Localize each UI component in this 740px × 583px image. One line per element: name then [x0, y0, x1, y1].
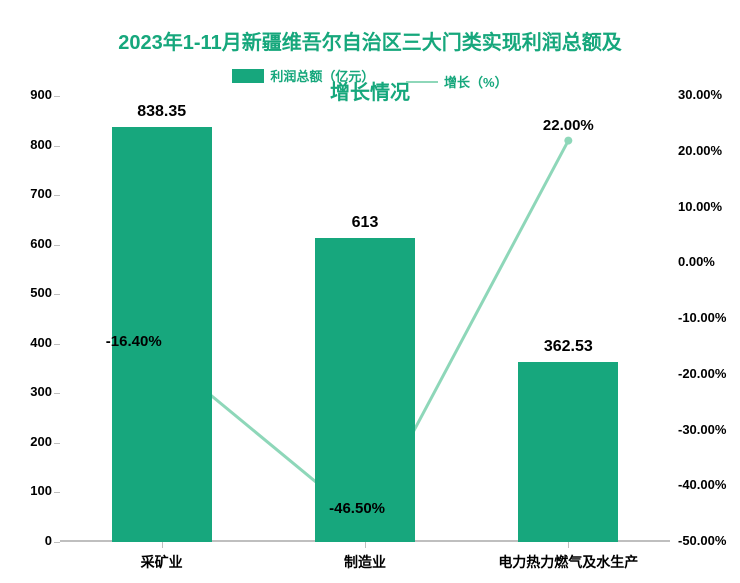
plot-area: 0100200300400500600700800900-50.00%-40.0… [60, 96, 670, 542]
x-category-label: 电力热力燃气及水生产 [467, 552, 670, 572]
bar-value-label: 838.35 [102, 103, 222, 121]
x-category-label: 采矿业 [60, 552, 263, 572]
x-tick-mark [365, 542, 366, 548]
y-right-tick-label: 30.00% [678, 87, 722, 102]
bar [315, 238, 415, 542]
y-left-tick-mark [54, 443, 60, 444]
y-left-tick-label: 500 [30, 285, 52, 300]
y-right-tick-label: -40.00% [678, 477, 726, 492]
y-left-tick-label: 100 [30, 483, 52, 498]
y-left-tick-mark [54, 195, 60, 196]
legend-bar-swatch [232, 69, 264, 83]
y-right-tick-label: 0.00% [678, 254, 715, 269]
y-left-tick-label: 600 [30, 236, 52, 251]
x-tick-mark [162, 542, 163, 548]
chart-legend: 利润总额（亿元） 增长（%） [0, 66, 740, 91]
bar-value-label: 362.53 [508, 338, 628, 356]
y-left-tick-mark [54, 245, 60, 246]
y-right-tick-label: -50.00% [678, 533, 726, 548]
legend-line-swatch [406, 81, 438, 83]
y-left-tick-mark [54, 492, 60, 493]
y-right-tick-label: -10.00% [678, 310, 726, 325]
legend-bar-label: 利润总额（亿元） [270, 66, 374, 85]
y-left-tick-label: 200 [30, 434, 52, 449]
y-right-tick-label: -30.00% [678, 422, 726, 437]
y-left-tick-mark [54, 294, 60, 295]
y-left-tick-mark [54, 146, 60, 147]
line-value-label: 22.00% [518, 117, 618, 134]
y-left-tick-mark [54, 393, 60, 394]
x-tick-mark [568, 542, 569, 548]
y-left-tick-label: 700 [30, 186, 52, 201]
legend-item-line: 增长（%） [406, 72, 508, 91]
y-right-tick-label: 10.00% [678, 199, 722, 214]
line-value-label: -46.50% [285, 500, 385, 517]
y-left-tick-mark [54, 344, 60, 345]
chart-title-line1: 2023年1-11月新疆维吾尔自治区三大门类实现利润总额及 [118, 32, 621, 54]
y-left-tick-mark [54, 542, 60, 543]
y-left-tick-label: 300 [30, 384, 52, 399]
bar [518, 362, 618, 542]
chart-title: 2023年1-11月新疆维吾尔自治区三大门类实现利润总额及 增长情况 [0, 6, 740, 106]
y-left-tick-label: 400 [30, 335, 52, 350]
y-left-tick-mark [54, 96, 60, 97]
y-left-tick-label: 800 [30, 137, 52, 152]
y-right-tick-label: 20.00% [678, 143, 722, 158]
legend-line-label: 增长（%） [444, 72, 508, 91]
bar-value-label: 613 [305, 214, 425, 232]
y-left-tick-label: 0 [45, 533, 52, 548]
y-left-tick-label: 900 [30, 87, 52, 102]
y-right-tick-label: -20.00% [678, 366, 726, 381]
x-category-label: 制造业 [263, 552, 466, 572]
legend-item-bar: 利润总额（亿元） [232, 66, 374, 85]
growth-line-marker [564, 137, 572, 145]
line-value-label: -16.40% [62, 333, 162, 350]
chart-container: 2023年1-11月新疆维吾尔自治区三大门类实现利润总额及 增长情况 利润总额（… [0, 0, 740, 583]
